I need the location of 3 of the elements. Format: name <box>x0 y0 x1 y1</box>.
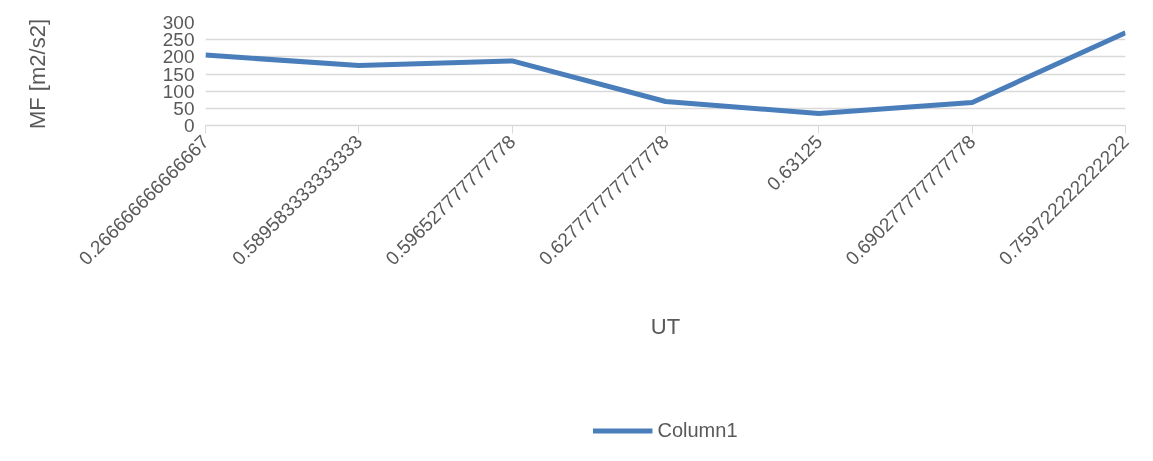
x-axis-title: UT <box>650 313 681 339</box>
y-axis-title: MF [m2/s2] <box>24 18 50 130</box>
legend-label: Column1 <box>657 418 738 442</box>
